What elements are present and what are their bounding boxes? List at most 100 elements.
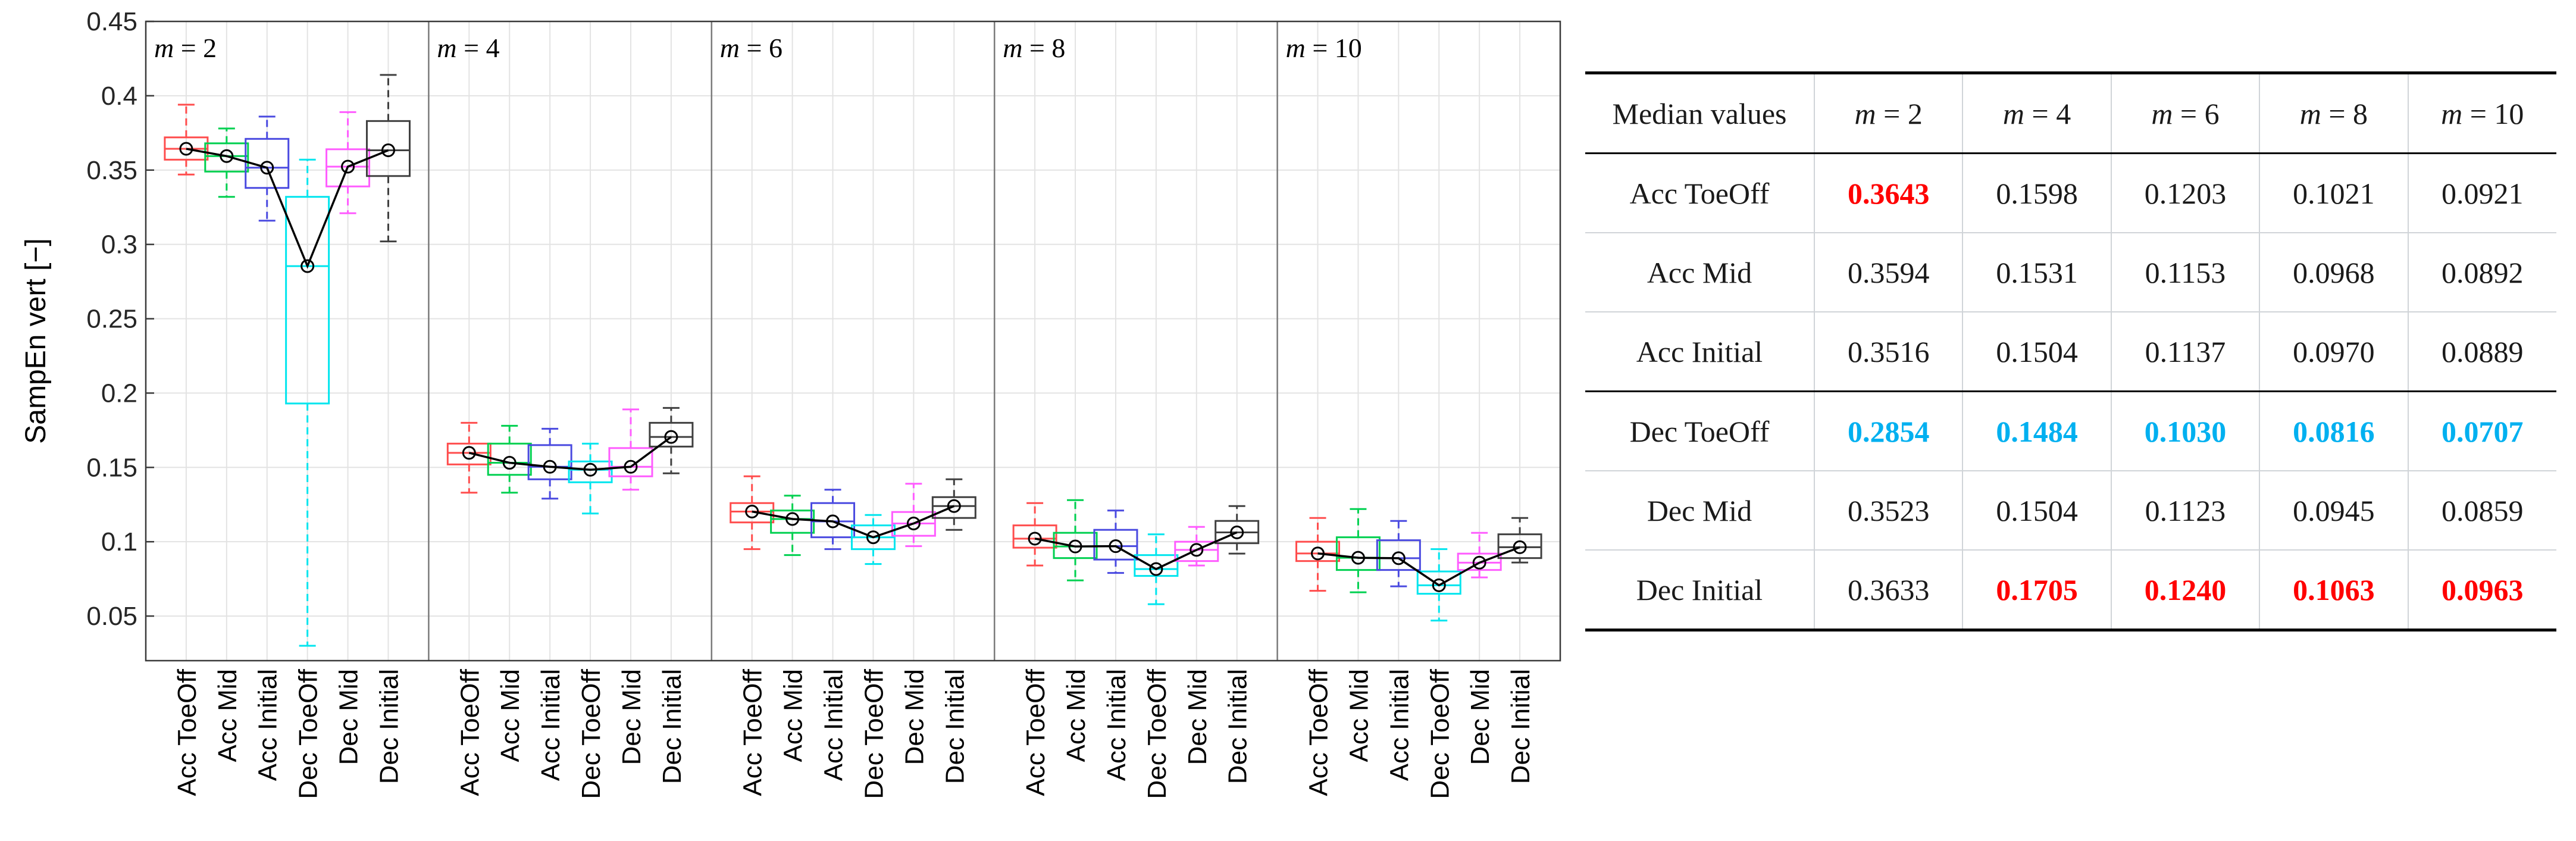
table-cell: 0.3516 [1813, 312, 1963, 392]
median-marker [1432, 578, 1446, 592]
median-marker [462, 446, 476, 460]
table-cell: 0.1063 [2259, 550, 2408, 630]
median-marker [1311, 546, 1325, 561]
median-marker [745, 504, 759, 518]
plot-frame [145, 20, 1561, 662]
y-tick-label: 0.45 [86, 7, 137, 36]
category-tick-label: Dec Initial [374, 669, 403, 784]
table-header-m: m = 4 [1962, 71, 2111, 154]
table-cell: 0.2854 [1813, 391, 1963, 471]
table-row: Dec ToeOff 0.2854 0.1484 0.1030 0.0816 0.0707 [1585, 391, 2556, 471]
median-marker [624, 459, 638, 474]
table-cell: 0.1123 [2110, 471, 2260, 550]
category-tick-label: Acc Initial [1385, 669, 1414, 781]
table-header-m-suffix: = 6 [2173, 96, 2220, 130]
table-row: Acc ToeOff 0.3643 0.1598 0.1203 0.1021 0.0921 [1585, 153, 2556, 233]
category-tick-label: Acc Initial [253, 669, 283, 781]
box [1012, 524, 1057, 549]
panel-label: m = 2 [154, 33, 217, 63]
median-marker [543, 459, 557, 474]
median-trend-line [186, 148, 389, 269]
category-tick-label: Dec Initial [658, 669, 687, 784]
table-header-m: m = 10 [2407, 71, 2556, 154]
y-tick-label: 0.05 [86, 602, 137, 631]
category-tick-label: Acc ToeOff [1304, 668, 1334, 796]
table-cell: 0.0889 [2407, 312, 2556, 392]
table-cell: 0.0945 [2259, 471, 2408, 550]
table-cell: 0.0892 [2407, 233, 2556, 312]
panel-label: m = 6 [720, 33, 782, 63]
box [931, 496, 976, 519]
table-header-m: m = 8 [2259, 71, 2408, 154]
category-tick-label: Dec Mid [617, 669, 646, 765]
median-marker [341, 160, 355, 174]
median-marker [866, 530, 880, 545]
table-cell: 0.1240 [2110, 550, 2260, 630]
panel-label: m = 4 [437, 33, 499, 63]
y-tick-label: 0.4 [101, 82, 137, 111]
median-marker [583, 462, 597, 477]
category-tick-label: Acc Initial [536, 669, 565, 781]
category-tick-label: Acc Initial [819, 669, 849, 781]
y-tick-label: 0.25 [86, 305, 137, 334]
table-cell: 0.0968 [2259, 233, 2408, 312]
table-row: Acc Initial 0.3516 0.1504 0.1137 0.0970 0.088… [1585, 312, 2556, 392]
y-tick-label: 0.3 [101, 230, 137, 260]
table-header-row: Median values m = 2 m = 4 m = 6 m = 8 m … [1585, 71, 2556, 154]
median-values-table: Median values m = 2 m = 4 m = 6 m = 8 m … [1585, 71, 2556, 631]
category-tick-label: Dec ToeOff [859, 668, 888, 799]
table-cell: 0.3594 [1813, 233, 1963, 312]
median-marker [1190, 543, 1204, 557]
category-tick-label: Acc ToeOff [455, 668, 484, 796]
table-cell: 0.0921 [2407, 153, 2556, 233]
y-tick-label: 0.2 [101, 379, 137, 408]
table-cell: 0.1021 [2259, 153, 2408, 233]
box [487, 442, 532, 476]
median-trend-line [752, 505, 954, 539]
table-row: Dec Mid 0.3523 0.1504 0.1123 0.0945 0.0859 [1585, 471, 2556, 550]
table-cell: 0.3633 [1813, 550, 1963, 630]
category-tick-label: Acc ToeOff [1021, 668, 1050, 796]
table-row: Acc Mid 0.3594 0.1531 0.1153 0.0968 0.0892 [1585, 233, 2556, 312]
table-cell: 0.1705 [1962, 550, 2111, 630]
table-header-label: Median values [1585, 71, 1814, 154]
box [568, 460, 613, 483]
median-marker [664, 430, 678, 444]
box [1497, 533, 1542, 559]
boxplot-chart: m = 2 Acc ToeOff Acc Mid Acc Initial Dec Toe… [20, 7, 1561, 799]
y-tick-label: 0.15 [86, 453, 137, 482]
median-marker [1149, 562, 1163, 576]
panel-label: m = 8 [1003, 33, 1065, 63]
table-row-label: Acc Mid [1647, 255, 1752, 289]
box [285, 196, 330, 405]
box [245, 137, 290, 189]
table-cell: 0.1504 [1962, 312, 2111, 392]
median-marker [1472, 555, 1486, 570]
category-tick-label: Dec Initial [1506, 669, 1535, 784]
median-marker [947, 499, 961, 513]
table-row-label: Dec ToeOff [1629, 414, 1770, 448]
category-tick-label: Dec Mid [1466, 669, 1495, 765]
box [1093, 529, 1138, 561]
table-cell: 0.3643 [1813, 153, 1963, 233]
box [608, 447, 653, 477]
table-row-label: Acc Initial [1636, 334, 1763, 368]
median-marker [1109, 539, 1123, 554]
y-tick-label: 0.1 [101, 527, 137, 557]
box [1335, 536, 1381, 571]
median-marker [906, 516, 921, 530]
median-marker [1230, 525, 1244, 539]
table-cell: 0.1137 [2110, 312, 2260, 392]
table-row-label: Acc ToeOff [1629, 176, 1770, 210]
median-marker [502, 456, 517, 470]
boxplot-figure: m = 2 Acc ToeOff Acc Mid Acc Initial Dec Toe… [20, 7, 1561, 799]
table-cell: 0.1531 [1962, 233, 2111, 312]
category-tick-label: Acc Mid [779, 669, 808, 762]
table-header-m: m = 2 [1813, 71, 1963, 154]
median-marker [785, 512, 800, 526]
table-header-m-suffix: = 8 [2321, 96, 2368, 130]
median-marker [301, 259, 315, 273]
table-cell: 0.0963 [2407, 550, 2556, 630]
table-cell: 0.3523 [1813, 471, 1963, 550]
table-body: Acc ToeOff 0.3643 0.1598 0.1203 0.1021 0.0921… [1585, 153, 2556, 630]
